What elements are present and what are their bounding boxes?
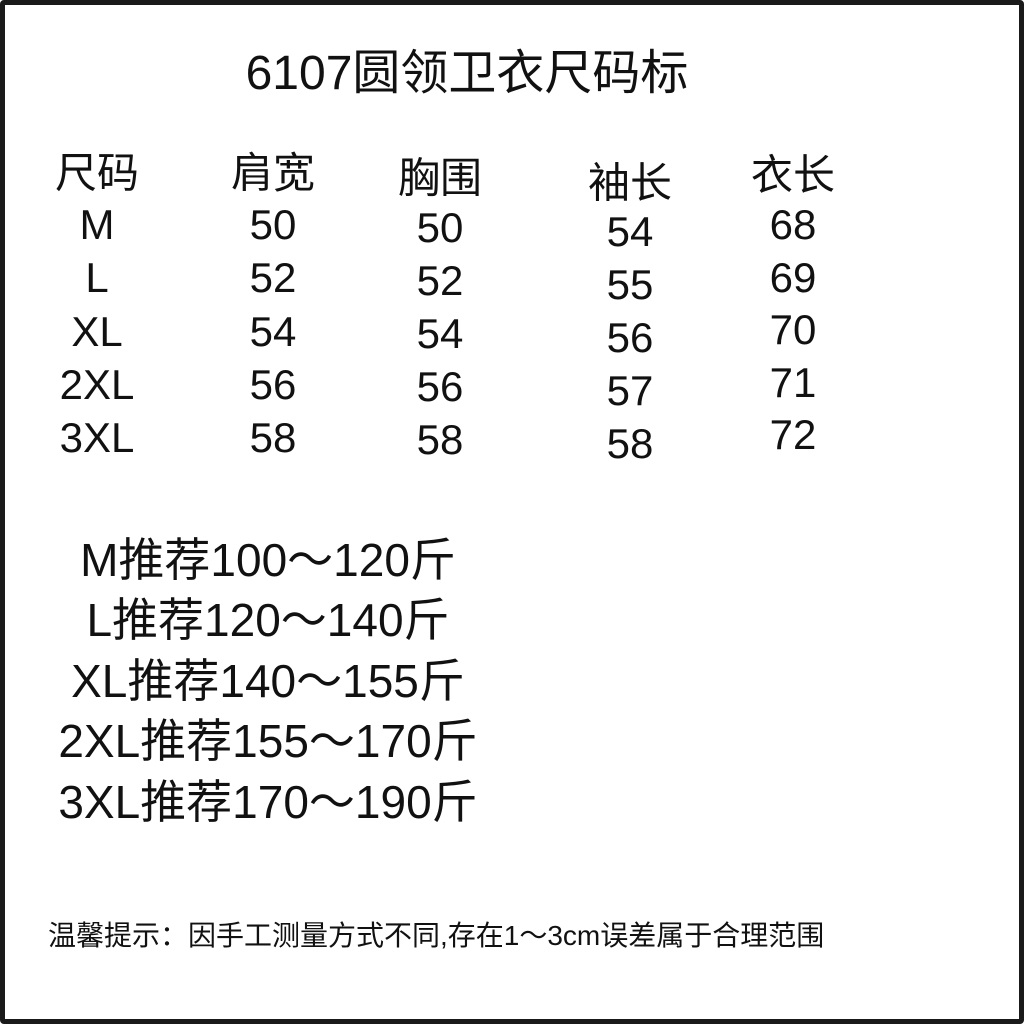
cell-sleeve-length: 55 [606, 261, 654, 308]
recommendation-line: XL推荐140～155斤 [71, 655, 465, 707]
header-body-length: 衣长 [750, 151, 836, 199]
cell-size: XL [71, 308, 123, 355]
cell-body-length: 72 [769, 411, 817, 458]
cell-shoulder-width: 58 [249, 414, 297, 461]
cell-shoulder-width: 56 [249, 361, 297, 408]
cell-chest: 56 [416, 363, 464, 410]
header-chest: 胸围 [397, 154, 483, 202]
cell-chest: 52 [416, 257, 464, 304]
recommendation-line: M推荐100～120斤 [80, 534, 456, 586]
cell-chest: 54 [416, 310, 464, 357]
cell-sleeve-length: 56 [606, 314, 654, 361]
cell-chest: 58 [416, 416, 464, 463]
header-sleeve-length: 袖长 [587, 159, 673, 207]
cell-body-length: 68 [769, 201, 817, 248]
recommendation-line: 2XL推荐155～170斤 [58, 715, 478, 767]
cell-size: 2XL [59, 361, 135, 408]
cell-sleeve-length: 57 [606, 367, 654, 414]
cell-sleeve-length: 58 [606, 420, 654, 467]
cell-shoulder-width: 50 [249, 201, 297, 248]
cell-sleeve-length: 54 [606, 208, 654, 255]
cell-size: L [85, 254, 109, 301]
cell-shoulder-width: 52 [249, 254, 297, 301]
page-title: 6107圆领卫衣尺码标 [245, 47, 689, 100]
cell-body-length: 71 [769, 359, 817, 406]
recommendation-line: L推荐120～140斤 [86, 594, 450, 646]
cell-size: M [79, 201, 115, 248]
header-size: 尺码 [54, 149, 140, 197]
header-shoulder-width: 肩宽 [230, 149, 316, 197]
cell-shoulder-width: 54 [249, 308, 297, 355]
cell-body-length: 70 [769, 306, 817, 353]
measurement-note: 温馨提示：因手工测量方式不同,存在1～3cm误差属于合理范围 [48, 920, 825, 951]
cell-body-length: 69 [769, 254, 817, 301]
recommendation-line: 3XL推荐170～190斤 [58, 776, 478, 828]
cell-size: 3XL [59, 414, 135, 461]
cell-chest: 50 [416, 204, 464, 251]
